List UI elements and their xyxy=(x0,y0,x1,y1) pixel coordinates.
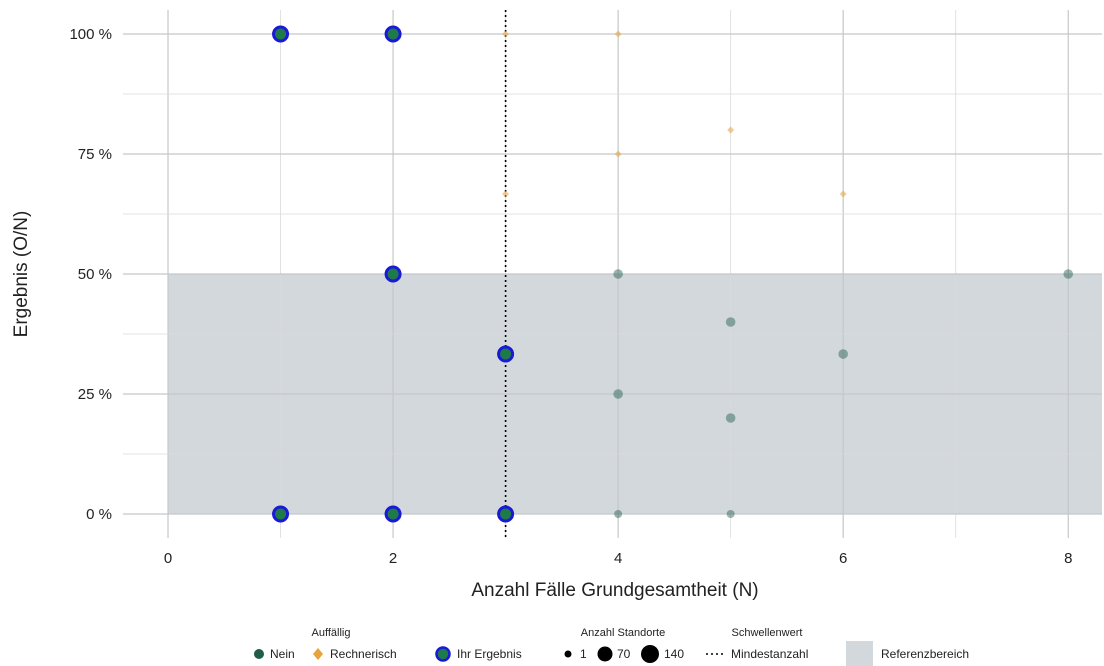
point-ihr-ergebnis xyxy=(497,505,515,523)
legend-title-auffaellig: Auffällig xyxy=(312,627,351,639)
legend-label-size-1: 1 xyxy=(580,647,587,661)
point-nein xyxy=(725,413,736,423)
legend-label-nein: Nein xyxy=(270,647,295,661)
point-rechnerisch xyxy=(502,190,510,198)
x-tick-label: 0 xyxy=(164,550,172,567)
point-nein xyxy=(726,510,735,518)
legend-key-nein xyxy=(254,649,264,659)
point-rechnerisch xyxy=(614,30,622,38)
legend-key-size-140 xyxy=(641,645,659,663)
point-ihr-ergebnis xyxy=(384,505,402,523)
x-tick-label: 2 xyxy=(389,550,397,567)
x-tick-label: 8 xyxy=(1064,550,1072,567)
legend: Auffällig Nein Rechnerisch Ihr Ergebnis … xyxy=(254,627,969,666)
point-nein xyxy=(725,317,736,327)
point-ihr-ergebnis xyxy=(384,265,402,283)
legend-key-rechnerisch xyxy=(313,648,323,660)
point-ihr-ergebnis xyxy=(384,25,402,43)
legend-label-referenzbereich: Referenzbereich xyxy=(881,647,969,661)
point-nein xyxy=(614,510,623,518)
y-tick-label: 25 % xyxy=(78,386,112,403)
x-tick-label: 6 xyxy=(839,550,847,567)
point-rechnerisch xyxy=(614,150,622,158)
y-axis-title: Ergebnis (O/N) xyxy=(11,211,32,338)
legend-key-ihr-ergebnis xyxy=(435,646,451,662)
y-tick-label: 75 % xyxy=(78,146,112,163)
point-nein xyxy=(1063,269,1074,279)
legend-label-ihr-ergebnis: Ihr Ergebnis xyxy=(457,647,522,661)
point-nein xyxy=(613,389,623,399)
point-nein xyxy=(613,269,623,279)
legend-key-size-1 xyxy=(564,650,572,658)
x-tick-label: 4 xyxy=(614,550,622,567)
legend-label-mindestanzahl: Mindestanzahl xyxy=(731,647,808,661)
y-tick-label: 50 % xyxy=(78,266,112,283)
point-nein xyxy=(838,349,848,359)
x-axis-title: Anzahl Fälle Grundgesamtheit (N) xyxy=(471,580,758,601)
legend-label-size-140: 140 xyxy=(664,647,684,661)
legend-title-anzahl-standorte: Anzahl Standorte xyxy=(581,627,665,639)
y-tick-label: 100 % xyxy=(69,26,112,43)
y-tick-label: 0 % xyxy=(86,506,112,523)
legend-label-rechnerisch: Rechnerisch xyxy=(330,647,397,661)
point-ihr-ergebnis xyxy=(272,505,290,523)
point-rechnerisch xyxy=(727,126,735,134)
point-ihr-ergebnis xyxy=(272,25,290,43)
point-rechnerisch xyxy=(502,30,510,38)
legend-label-size-70: 70 xyxy=(617,647,631,661)
point-ihr-ergebnis xyxy=(497,345,515,363)
legend-title-schwellenwert: Schwellenwert xyxy=(732,627,803,639)
point-rechnerisch xyxy=(839,190,847,198)
legend-key-referenzbereich xyxy=(846,641,873,666)
legend-key-size-70 xyxy=(597,646,613,662)
